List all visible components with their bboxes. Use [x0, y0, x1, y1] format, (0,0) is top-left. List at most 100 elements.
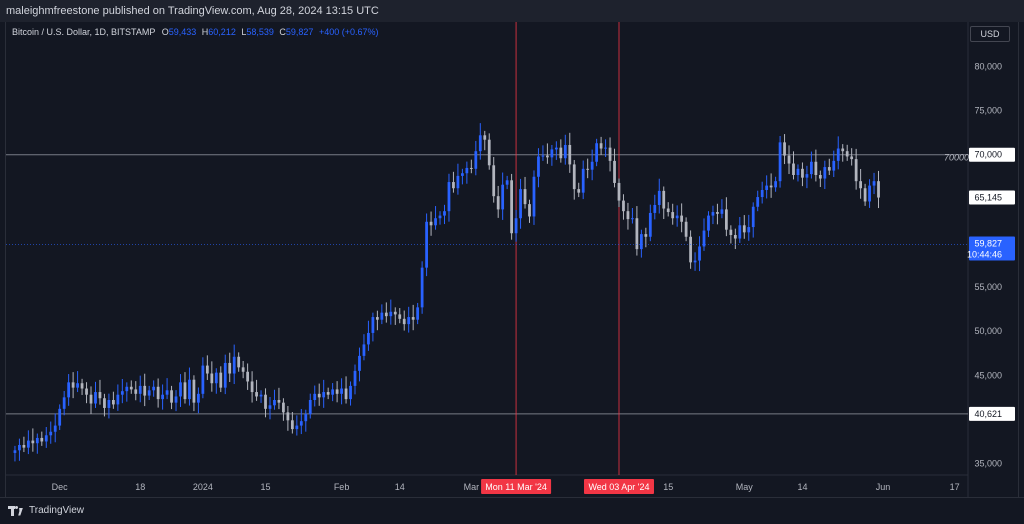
candle: [384, 302, 388, 323]
candle: [666, 202, 670, 217]
candle-body: [197, 393, 200, 403]
candle: [461, 168, 464, 185]
candle-body: [635, 218, 639, 250]
candle: [756, 190, 760, 212]
candle: [796, 164, 800, 182]
candle-body: [273, 400, 276, 406]
candle-body: [465, 167, 469, 174]
candle-body: [742, 225, 746, 233]
candle: [402, 310, 406, 331]
candle-body: [832, 160, 836, 171]
x-tick-label: Dec: [52, 482, 69, 492]
candle: [487, 133, 491, 170]
candle-body: [868, 185, 871, 202]
publish-info: maleighmfreestone published on TradingVi…: [6, 5, 379, 17]
candle: [259, 390, 263, 403]
candle: [129, 380, 133, 394]
candle-body: [854, 159, 858, 182]
candle-body: [733, 235, 737, 239]
candle-body: [237, 356, 241, 368]
candle-body: [622, 200, 625, 212]
line-price-tag: [969, 406, 1015, 421]
candle-body: [810, 161, 813, 175]
candle-body: [644, 234, 648, 237]
candle: [541, 145, 545, 161]
y-tick-label: 35,000: [974, 459, 1002, 469]
candle: [868, 179, 871, 208]
candle-body: [89, 394, 93, 404]
candle-body: [375, 317, 379, 320]
x-tick-label: 15: [261, 482, 271, 492]
chart-area[interactable]: [5, 22, 1019, 497]
candle-body: [331, 389, 335, 395]
candle: [295, 415, 299, 436]
candle: [537, 148, 540, 188]
candle: [501, 172, 505, 220]
candle-body: [452, 182, 455, 189]
candle-body: [26, 440, 30, 448]
candle: [836, 136, 840, 170]
candle: [832, 150, 836, 178]
candle: [210, 361, 214, 392]
candle: [326, 387, 330, 400]
candle-body: [693, 260, 697, 263]
candle-body: [116, 394, 120, 405]
candle-body: [671, 212, 675, 219]
candle-body: [165, 390, 169, 395]
candle: [586, 158, 590, 179]
vertical-marker-tag: [481, 479, 552, 494]
last-price-tag: [969, 236, 1015, 261]
publish-header: maleighmfreestone published on TradingVi…: [0, 0, 1024, 22]
candle-body: [362, 344, 366, 356]
line-price-label: 70,000: [974, 150, 1002, 160]
candle: [532, 170, 536, 225]
candle-body: [120, 391, 124, 395]
candle: [662, 186, 666, 220]
candle: [550, 145, 554, 166]
candle: [170, 385, 173, 410]
candle: [40, 431, 44, 446]
candle: [671, 203, 675, 225]
candle-body: [71, 382, 75, 388]
candle: [805, 165, 809, 189]
candle: [622, 194, 625, 220]
candle-body: [595, 143, 599, 162]
candle-body: [393, 311, 397, 315]
candle: [465, 161, 469, 184]
y-tick-label: 50,000: [974, 326, 1002, 336]
candle: [290, 412, 294, 434]
price-tag-label: 65,145: [974, 193, 1002, 203]
candle-body: [461, 173, 464, 176]
candle-body: [85, 388, 88, 395]
vertical-marker-label: Mon 11 Mar '24: [485, 482, 547, 492]
candle: [268, 397, 272, 420]
low-value: 58,539: [246, 27, 274, 37]
candle-body: [586, 168, 590, 170]
y-tick-label: 75,000: [974, 106, 1002, 116]
candle-body: [805, 174, 809, 178]
candle-body: [626, 211, 630, 220]
candle: [872, 172, 876, 195]
candle-body: [447, 182, 451, 212]
candle-body: [228, 362, 232, 374]
candle: [469, 159, 473, 174]
candle-body: [420, 267, 424, 308]
candle-body: [107, 400, 111, 408]
candle-body: [787, 155, 791, 164]
candle-body: [823, 167, 827, 179]
candle: [729, 225, 733, 244]
candle: [554, 141, 558, 160]
candle: [496, 185, 500, 218]
tradingview-logo[interactable]: TradingView: [8, 505, 84, 516]
candle-body: [205, 365, 209, 374]
candle-body: [40, 437, 44, 442]
candle-body: [44, 435, 48, 442]
candle: [452, 171, 455, 193]
currency-button[interactable]: USD: [970, 26, 1010, 42]
candle-body: [845, 151, 849, 157]
candle-body: [402, 318, 406, 325]
candle-body: [519, 189, 522, 219]
candle: [134, 381, 138, 401]
